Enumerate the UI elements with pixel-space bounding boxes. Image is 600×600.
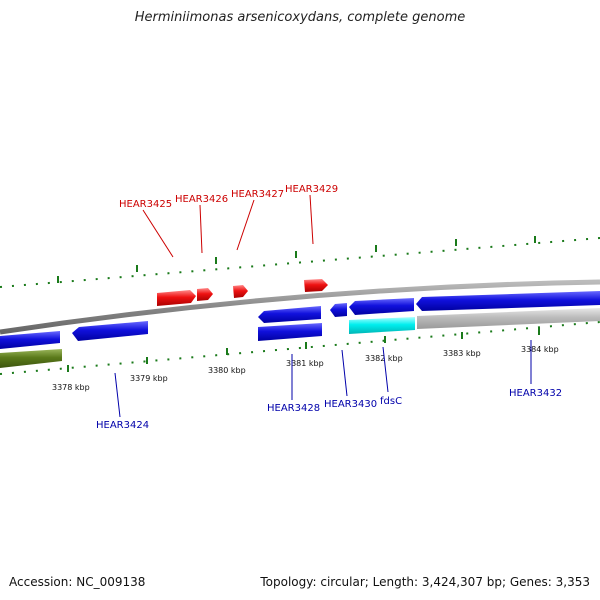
- accession-text: Accession: NC_009138: [9, 575, 146, 589]
- callout-line: [199, 204, 203, 254]
- kbp-label: 3379 kbp: [130, 374, 168, 383]
- upper-tick-row: [0, 236, 600, 288]
- gene-fdsc-arrow[interactable]: [349, 317, 415, 334]
- top-gene-labels: HEAR3425 HEAR3426 HEAR3427 HEAR3429: [119, 184, 338, 210]
- gene-block-upper-arrow[interactable]: [258, 306, 321, 323]
- callout-line: [236, 199, 255, 251]
- top-callout-lines: [142, 194, 314, 258]
- bottom-gene-labels: HEAR3424 HEAR3428 HEAR3430 fdsC HEAR3432: [96, 388, 562, 431]
- gene-label-hear3432[interactable]: HEAR3432: [509, 388, 562, 399]
- lower-minor-ticks: [0, 321, 600, 375]
- gene-hear3430-arrow[interactable]: [330, 303, 347, 317]
- upper-minor-ticks: [0, 237, 600, 288]
- gene-hear3426-arrow[interactable]: [197, 288, 213, 301]
- kbp-label: 3383 kbp: [443, 349, 481, 358]
- gene-hear3432-arrow[interactable]: [416, 291, 600, 311]
- gene-label-hear3429[interactable]: HEAR3429: [285, 184, 338, 195]
- callout-line: [309, 194, 314, 245]
- callout-line: [382, 346, 389, 393]
- gene-hear3425-arrow[interactable]: [157, 290, 196, 306]
- gene-label-hear3430[interactable]: HEAR3430: [324, 399, 377, 410]
- gene-label-fdsc[interactable]: fdsC: [380, 396, 402, 407]
- reverse-strand-genes: [0, 291, 600, 368]
- bottom-callout-lines: [114, 340, 532, 418]
- gene-left-edge-arrow[interactable]: [0, 331, 60, 349]
- gene-blue-mid-arrow[interactable]: [349, 298, 414, 315]
- gene-label-hear3424[interactable]: HEAR3424: [96, 420, 149, 431]
- lower-tick-row: [0, 321, 600, 375]
- callout-line: [142, 209, 174, 258]
- kbp-label: 3378 kbp: [52, 383, 90, 392]
- callout-line: [114, 372, 121, 418]
- kbp-label: 3384 kbp: [521, 345, 559, 354]
- gene-label-hear3425[interactable]: HEAR3425: [119, 199, 172, 210]
- kbp-label: 3380 kbp: [208, 366, 246, 375]
- genome-info-text: Topology: circular; Length: 3,424,307 bp…: [260, 575, 590, 589]
- callout-line: [341, 349, 348, 397]
- gene-label-hear3427[interactable]: HEAR3427: [231, 189, 284, 200]
- gene-label-hear3426[interactable]: HEAR3426: [175, 194, 228, 205]
- gene-hear3424-arrow[interactable]: [72, 321, 148, 341]
- gene-hear3429-arrow[interactable]: [304, 279, 328, 292]
- gene-label-hear3428[interactable]: HEAR3428: [267, 403, 320, 414]
- gene-olive-arrow[interactable]: [0, 349, 62, 368]
- forward-strand-genes: [157, 279, 328, 306]
- kbp-label: 3381 kbp: [286, 359, 324, 368]
- kbp-scale-labels: 3378 kbp 3379 kbp 3380 kbp 3381 kbp 3382…: [52, 345, 559, 392]
- genome-backbone: [0, 279, 600, 335]
- gene-gray-arrow[interactable]: [417, 308, 600, 329]
- page-title: Herminiimonas arsenicoxydans, complete g…: [134, 10, 466, 25]
- gene-hear3427-arrow[interactable]: [233, 285, 248, 298]
- gene-hear3428-arrow[interactable]: [258, 323, 322, 341]
